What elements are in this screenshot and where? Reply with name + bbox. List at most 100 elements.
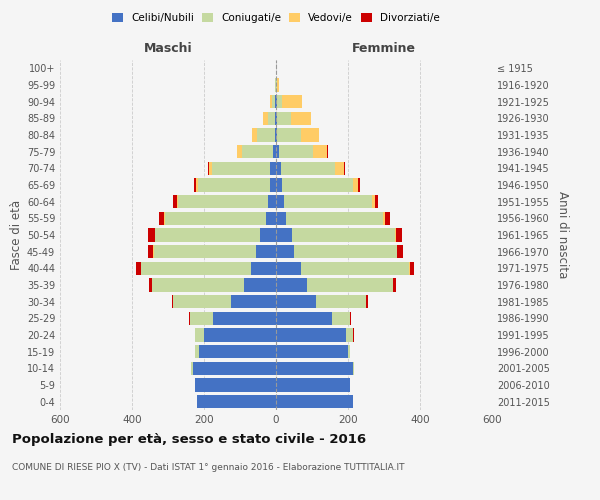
Bar [385, 212, 391, 225]
Bar [372, 195, 375, 208]
Y-axis label: Anni di nascita: Anni di nascita [556, 192, 569, 278]
Bar [173, 195, 176, 208]
Bar [276, 362, 353, 375]
Bar [176, 195, 178, 208]
Bar [348, 345, 350, 358]
Bar [195, 378, 276, 392]
Bar [164, 212, 165, 225]
Bar [263, 112, 268, 125]
Bar [173, 295, 231, 308]
Bar [276, 278, 307, 291]
Bar [260, 228, 276, 241]
Bar [276, 395, 353, 408]
Bar [276, 378, 350, 392]
Bar [194, 178, 196, 192]
Bar [393, 278, 396, 291]
Bar [277, 112, 291, 125]
Bar [276, 345, 348, 358]
Bar [141, 262, 251, 275]
Bar [353, 178, 358, 192]
Bar [366, 295, 368, 308]
Bar [148, 228, 155, 241]
Bar [375, 195, 378, 208]
Bar [148, 245, 153, 258]
Bar [154, 245, 256, 258]
Text: Femmine: Femmine [352, 42, 416, 55]
Bar [277, 78, 278, 92]
Bar [313, 145, 327, 158]
Bar [335, 162, 344, 175]
Bar [284, 195, 372, 208]
Bar [358, 178, 360, 192]
Bar [191, 362, 193, 375]
Bar [208, 162, 209, 175]
Bar [165, 212, 266, 225]
Bar [396, 228, 403, 241]
Bar [244, 278, 276, 291]
Bar [301, 262, 409, 275]
Bar [269, 178, 276, 192]
Bar [251, 262, 276, 275]
Bar [276, 228, 292, 241]
Bar [209, 162, 212, 175]
Bar [283, 178, 353, 192]
Bar [344, 162, 345, 175]
Bar [276, 162, 281, 175]
Bar [155, 228, 260, 241]
Bar [281, 162, 335, 175]
Bar [276, 245, 294, 258]
Bar [397, 245, 403, 258]
Bar [353, 362, 354, 375]
Bar [204, 328, 276, 342]
Bar [286, 212, 383, 225]
Bar [158, 212, 164, 225]
Bar [197, 395, 276, 408]
Bar [242, 145, 274, 158]
Bar [301, 128, 319, 141]
Bar [316, 295, 366, 308]
Bar [274, 145, 276, 158]
Bar [270, 95, 272, 108]
Bar [395, 228, 396, 241]
Bar [256, 245, 276, 258]
Bar [276, 312, 332, 325]
Bar [276, 262, 301, 275]
Bar [178, 195, 268, 208]
Y-axis label: Fasce di età: Fasce di età [10, 200, 23, 270]
Bar [193, 362, 276, 375]
Bar [195, 328, 204, 342]
Bar [307, 278, 393, 291]
Bar [275, 95, 276, 108]
Bar [212, 162, 269, 175]
Bar [410, 262, 414, 275]
Text: Maschi: Maschi [143, 42, 193, 55]
Bar [294, 245, 397, 258]
Bar [276, 128, 277, 141]
Bar [346, 328, 353, 342]
Bar [252, 128, 257, 141]
Bar [275, 78, 276, 92]
Bar [189, 312, 190, 325]
Bar [199, 345, 276, 358]
Bar [332, 312, 350, 325]
Bar [291, 112, 311, 125]
Bar [237, 145, 238, 158]
Bar [257, 128, 275, 141]
Bar [278, 145, 313, 158]
Bar [276, 112, 277, 125]
Bar [383, 212, 385, 225]
Bar [152, 278, 244, 291]
Bar [268, 195, 276, 208]
Text: COMUNE DI RIESE PIO X (TV) - Dati ISTAT 1° gennaio 2016 - Elaborazione TUTTITALI: COMUNE DI RIESE PIO X (TV) - Dati ISTAT … [12, 462, 404, 471]
Bar [136, 262, 140, 275]
Bar [172, 295, 173, 308]
Bar [276, 295, 316, 308]
Bar [283, 95, 302, 108]
Bar [276, 328, 346, 342]
Bar [275, 128, 276, 141]
Bar [238, 145, 242, 158]
Bar [276, 95, 277, 108]
Bar [292, 228, 395, 241]
Bar [231, 295, 276, 308]
Bar [327, 145, 328, 158]
